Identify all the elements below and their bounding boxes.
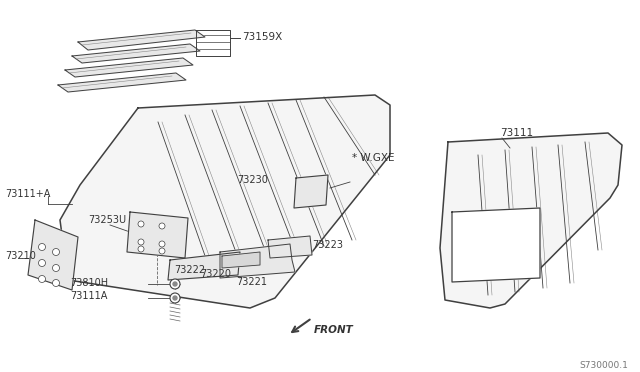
Circle shape [38, 260, 45, 266]
Circle shape [138, 221, 144, 227]
Circle shape [173, 282, 177, 286]
Circle shape [159, 241, 165, 247]
Circle shape [138, 246, 144, 252]
Polygon shape [60, 95, 390, 308]
Polygon shape [65, 58, 193, 77]
Polygon shape [58, 73, 186, 92]
Polygon shape [452, 208, 540, 282]
Text: 73111+A: 73111+A [5, 189, 51, 199]
Polygon shape [222, 252, 260, 268]
Text: 73223: 73223 [312, 240, 343, 250]
Text: 73111: 73111 [500, 128, 533, 138]
Circle shape [170, 279, 180, 289]
Polygon shape [72, 44, 200, 63]
Polygon shape [268, 236, 312, 258]
Circle shape [38, 244, 45, 250]
Text: 73210: 73210 [5, 251, 36, 261]
Polygon shape [440, 133, 622, 308]
Text: 73159X: 73159X [242, 32, 282, 42]
Text: 73810H: 73810H [70, 278, 108, 288]
Circle shape [52, 248, 60, 256]
Polygon shape [168, 252, 240, 280]
Text: FRONT: FRONT [314, 325, 354, 335]
Circle shape [159, 223, 165, 229]
Text: * W.GXE: * W.GXE [352, 153, 394, 163]
Text: 73222: 73222 [174, 265, 205, 275]
Polygon shape [127, 212, 188, 258]
Circle shape [170, 293, 180, 303]
Circle shape [52, 279, 60, 286]
Text: 73253U: 73253U [88, 215, 126, 225]
Polygon shape [78, 30, 205, 50]
Text: 73230: 73230 [237, 175, 268, 185]
Text: 73221: 73221 [236, 277, 267, 287]
Circle shape [173, 296, 177, 300]
Text: 73111A: 73111A [70, 291, 108, 301]
Circle shape [159, 248, 165, 254]
Polygon shape [220, 244, 295, 278]
Text: S730000.1: S730000.1 [579, 362, 628, 371]
Circle shape [138, 239, 144, 245]
Polygon shape [294, 175, 328, 208]
Text: 73220: 73220 [200, 269, 231, 279]
Circle shape [38, 276, 45, 282]
Polygon shape [28, 220, 78, 290]
Circle shape [52, 264, 60, 272]
